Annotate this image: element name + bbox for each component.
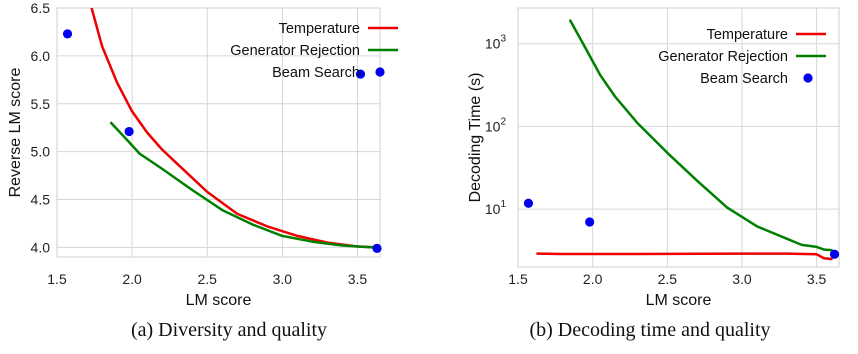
y-tick-label: 6.5 bbox=[31, 0, 51, 16]
y-axis-label: Reverse LM score bbox=[7, 67, 24, 197]
generator-rejection-line bbox=[569, 19, 833, 252]
plot-frame bbox=[56, 7, 381, 258]
x-tick-label: 3.5 bbox=[807, 271, 827, 287]
beam-search-point bbox=[355, 69, 366, 79]
temperature-line bbox=[536, 252, 833, 261]
legend-temperature-label: Temperature bbox=[279, 21, 360, 37]
y-tick-label: 4.0 bbox=[31, 239, 51, 255]
panel-a: 1.5 2.0 2.5 3.0 3.5 4.0 4.5 5.0 5.5 6.0 6.5 LM scor… bbox=[7, 0, 398, 341]
y-tick-label: 103 bbox=[485, 34, 507, 52]
x-axis-label: LM score bbox=[186, 292, 252, 309]
y-tick-label: 4.5 bbox=[31, 192, 51, 208]
grid bbox=[517, 8, 839, 267]
temperature-line bbox=[90, 8, 379, 249]
y-axis-label: Decoding Time (s) bbox=[467, 73, 484, 203]
legend: Temperature Generator Rejection Beam Searc… bbox=[230, 21, 398, 81]
beam-search-point bbox=[124, 126, 134, 137]
generator-rejection-line bbox=[109, 121, 374, 249]
panel-caption: (b) Decoding time and quality bbox=[529, 319, 770, 341]
panel-b: 1.5 2.0 2.5 3.0 3.5 101 102 103 LM score Decoding… bbox=[467, 7, 840, 341]
series-layer bbox=[90, 8, 379, 249]
y-tick-label: 5.0 bbox=[31, 144, 51, 160]
legend-generator-rejection-label: Generator Rejection bbox=[658, 49, 788, 65]
beam-search-point bbox=[372, 243, 382, 253]
y-tick-label: 5.5 bbox=[31, 96, 51, 112]
legend-temperature-label: Temperature bbox=[707, 27, 788, 43]
legend-beam-search-label: Beam Search bbox=[700, 71, 788, 87]
y-tick-label: 6.0 bbox=[31, 48, 51, 64]
legend: Temperature Generator Rejection Beam Searc… bbox=[658, 27, 826, 87]
x-tick-label: 2.0 bbox=[122, 271, 142, 287]
x-tick-label: 2.5 bbox=[658, 271, 678, 287]
legend-beam-search-label: Beam Search bbox=[272, 65, 360, 81]
beam-search-point bbox=[523, 198, 534, 208]
panel-caption: (a) Diversity and quality bbox=[131, 319, 327, 341]
x-tick-label: 3.0 bbox=[732, 271, 752, 287]
beam-search-point bbox=[585, 217, 595, 227]
legend-beam-search-marker bbox=[803, 73, 813, 83]
x-tick-label: 3.5 bbox=[348, 271, 368, 287]
y-tick-label: 102 bbox=[485, 116, 507, 134]
series-layer bbox=[536, 19, 833, 261]
x-axis-label: LM score bbox=[646, 292, 712, 309]
y-tick-label: 101 bbox=[485, 199, 507, 217]
x-tick-label: 3.0 bbox=[273, 271, 293, 287]
x-tick-label: 2.5 bbox=[197, 271, 217, 287]
x-tick-label: 2.0 bbox=[583, 271, 603, 287]
legend-beam-search-marker bbox=[375, 67, 385, 77]
x-tick-label: 1.5 bbox=[47, 271, 67, 287]
legend-generator-rejection-label: Generator Rejection bbox=[230, 43, 360, 59]
plot-frame bbox=[517, 7, 840, 268]
beam-search-point bbox=[829, 249, 840, 259]
beam-search-point bbox=[62, 29, 73, 39]
x-tick-label: 1.5 bbox=[508, 271, 528, 287]
